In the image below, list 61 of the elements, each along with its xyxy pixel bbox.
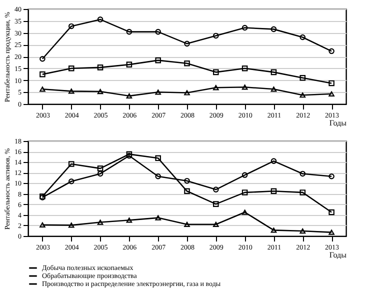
point <box>68 88 74 94</box>
point <box>242 24 248 31</box>
point <box>40 71 46 78</box>
point <box>184 222 190 227</box>
point <box>126 93 132 99</box>
point <box>300 190 306 196</box>
point <box>213 201 219 207</box>
point <box>184 60 190 66</box>
point <box>97 170 104 177</box>
point <box>97 64 104 70</box>
point <box>97 16 104 22</box>
point <box>184 40 190 47</box>
point <box>213 32 219 39</box>
point <box>270 26 277 32</box>
point <box>126 62 132 68</box>
point <box>242 190 248 196</box>
point <box>213 85 219 90</box>
point <box>155 215 161 220</box>
point <box>126 28 132 35</box>
point <box>242 84 248 90</box>
point <box>97 220 104 225</box>
point <box>328 230 334 235</box>
point <box>300 170 306 177</box>
point <box>68 178 74 184</box>
point <box>300 228 306 234</box>
point <box>213 186 219 192</box>
point <box>328 91 334 96</box>
point <box>242 210 248 215</box>
point <box>270 69 277 76</box>
point <box>270 86 277 92</box>
point <box>68 23 74 30</box>
point <box>213 222 219 227</box>
point <box>40 222 46 228</box>
point <box>270 228 277 233</box>
point <box>155 57 161 64</box>
point <box>155 90 161 95</box>
point <box>328 80 334 86</box>
point <box>300 74 306 81</box>
point <box>126 218 132 223</box>
point <box>155 155 161 162</box>
point <box>155 28 161 35</box>
point <box>270 158 277 164</box>
point <box>68 161 74 167</box>
point <box>184 178 190 184</box>
point <box>213 69 219 76</box>
point <box>68 65 74 72</box>
point <box>155 173 161 180</box>
x-axis-title: Годы <box>329 118 348 128</box>
point <box>184 90 190 96</box>
point <box>97 166 104 172</box>
point <box>242 65 248 72</box>
point <box>68 222 74 228</box>
point <box>328 209 334 216</box>
point <box>40 86 46 92</box>
point <box>300 34 306 40</box>
x-axis-title: Годы <box>329 250 348 260</box>
point <box>270 188 277 194</box>
point <box>184 188 190 194</box>
point <box>97 88 104 94</box>
point <box>242 172 248 178</box>
point <box>300 92 306 98</box>
